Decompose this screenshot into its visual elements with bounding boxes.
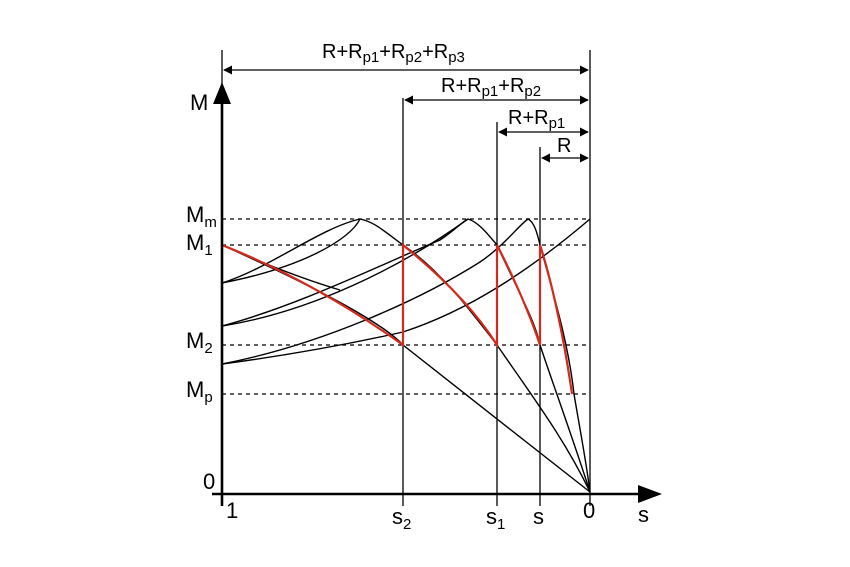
level-label-mp: Mp: [186, 377, 213, 406]
x-axis-label: s: [638, 502, 649, 527]
x-mark-label-s: s: [533, 504, 544, 529]
x-end-label: 0: [583, 498, 595, 523]
characteristic-curve-r2-lower: [221, 218, 469, 327]
characteristic-curve-r1-lower: [221, 218, 361, 284]
x-mark-label-s2: s2: [392, 504, 411, 533]
characteristic-curve-r2-peak: [221, 218, 591, 493]
resistance-label-r1: R+Rp1: [508, 107, 565, 132]
y-axis-arrowhead: [213, 82, 231, 104]
level-label-m2: M2: [186, 328, 213, 357]
level-label-mm: Mm: [186, 202, 217, 231]
characteristic-curve-r3: [221, 218, 591, 365]
starting-path: [221, 242, 574, 395]
y-axis-label: M: [190, 90, 208, 115]
x-mark-label-s1: s1: [486, 504, 505, 533]
characteristic-curve-linear-r3: [221, 244, 591, 493]
characteristic-curve-r0-peak: [221, 218, 591, 493]
resistance-label-r2: R+Rp1+Rp2: [441, 75, 541, 100]
level-label-m1: M1: [186, 230, 213, 259]
origin-label: 0: [203, 469, 215, 494]
x-axis-arrowhead: [638, 485, 662, 503]
x-start-label: 1: [226, 498, 238, 523]
resistance-label-r3: R+Rp1+Rp2+Rp3: [322, 41, 465, 66]
resistance-label-r0: R: [557, 135, 571, 157]
